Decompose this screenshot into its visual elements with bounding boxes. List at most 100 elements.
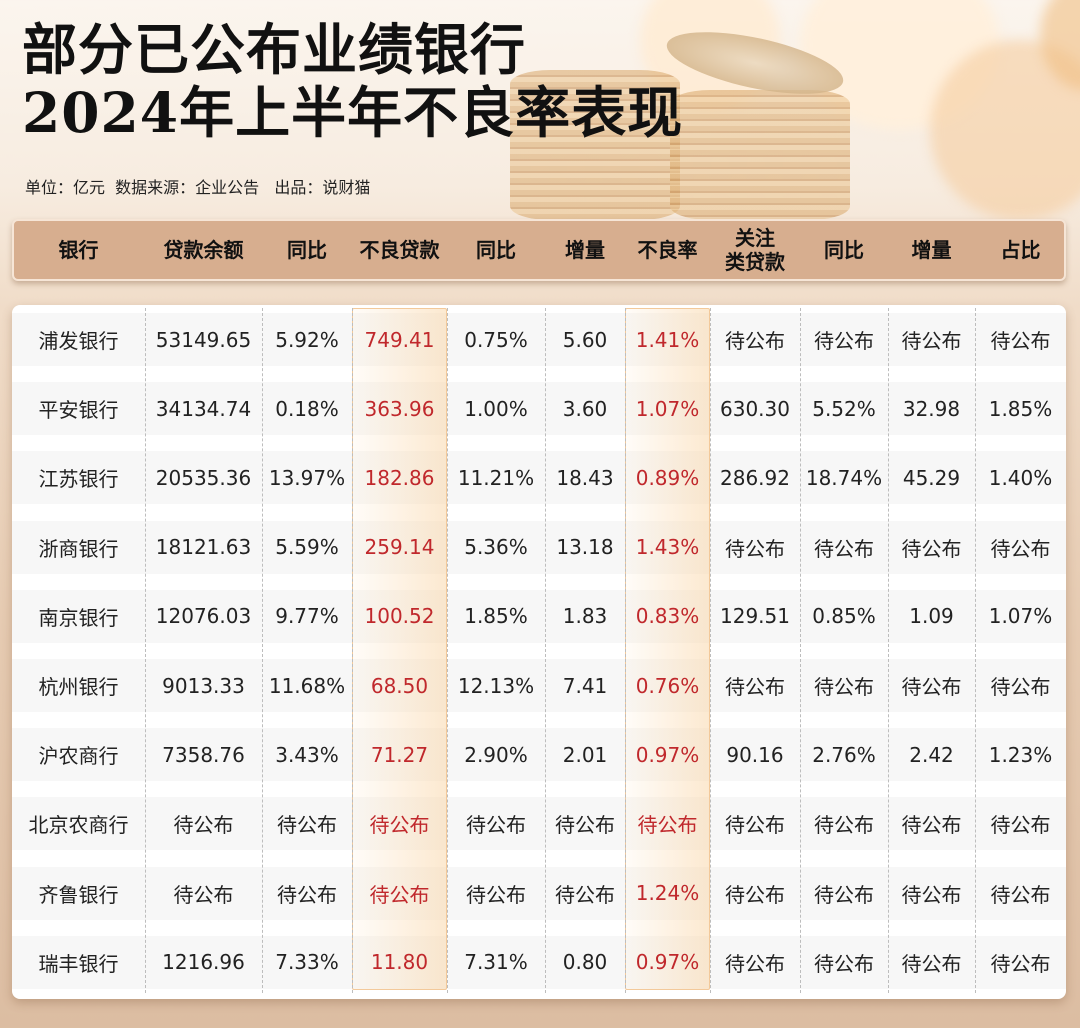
table-cell: 1216.96 <box>162 950 245 975</box>
table-cell: 待公布 <box>901 882 962 907</box>
column-divider <box>145 308 146 993</box>
table-cell: 1.07% <box>635 396 700 421</box>
table-cell: 90.16 <box>726 742 784 767</box>
table-cell: 待公布 <box>725 813 785 838</box>
table-cell: 1.83 <box>562 604 608 629</box>
column-divider <box>625 308 626 993</box>
table-row <box>12 866 1066 920</box>
table-cell: 待公布 <box>173 813 234 838</box>
table-cell: 待公布 <box>990 675 1051 699</box>
table-cell: 11.68% <box>268 673 346 698</box>
table-cell: 待公布 <box>725 951 785 976</box>
table-cell: 45.29 <box>902 465 961 490</box>
bank-name-cell: 南京银行 <box>38 605 119 630</box>
table-cell: 待公布 <box>990 536 1051 561</box>
subtitle-source: 单位：亿元 数据来源：企业公告 出品：说财猫 <box>25 178 371 197</box>
table-cell: 待公布 <box>814 951 874 976</box>
table-row <box>12 797 1066 851</box>
table-cell: 待公布 <box>901 329 962 353</box>
table-cell: 5.60 <box>562 327 608 352</box>
table-cell: 3.43% <box>275 742 339 767</box>
table-cell: 9.77% <box>275 604 339 629</box>
table-cell: 2.01 <box>562 742 608 767</box>
table-cell: 待公布 <box>990 882 1051 907</box>
column-divider <box>888 308 889 993</box>
table-cell: 1.00% <box>464 396 528 421</box>
title-line-1: 部分已公布业绩银行 <box>22 17 527 82</box>
table-cell: 11.80 <box>370 950 429 975</box>
table-cell: 待公布 <box>990 329 1051 353</box>
bank-name-cell: 浙商银行 <box>38 536 119 561</box>
table-cell: 1.09 <box>909 604 954 629</box>
coin-stack-image <box>510 19 910 220</box>
bank-name-cell: 沪农商行 <box>38 744 119 769</box>
table-cell: 待公布 <box>814 329 874 353</box>
header-npl: 不良贷款 <box>359 238 440 262</box>
table-cell: 182.86 <box>364 465 435 490</box>
table-cell: 630.30 <box>720 396 790 421</box>
table-cell: 7.41 <box>562 673 608 698</box>
table-cell: 2.76% <box>812 742 876 767</box>
table-cell: 32.98 <box>902 396 961 421</box>
table-cell: 待公布 <box>277 813 337 838</box>
npl-table: 浦发银行 53149.65 5.92% 749.41 0.75% 5.60 1.41% 待公布… <box>12 305 1066 999</box>
bank-name-cell: 瑞丰银行 <box>38 951 119 976</box>
table-cell: 1.40% <box>988 465 1053 490</box>
table-cell: 5.36% <box>464 535 528 560</box>
column-divider <box>352 308 353 993</box>
header-npl-yoy: 同比 <box>476 238 516 262</box>
table-cell: 20535.36 <box>155 465 252 490</box>
table-cell: 12076.03 <box>155 604 252 629</box>
header-attention-yoy: 同比 <box>824 238 864 262</box>
table-cell: 待公布 <box>369 813 430 838</box>
table-cell: 待公布 <box>466 813 526 838</box>
table-cell: 7.33% <box>275 950 339 975</box>
table-cell: 3.60 <box>562 396 608 421</box>
table-cell: 待公布 <box>901 536 962 561</box>
table-cell: 0.75% <box>464 327 528 352</box>
table-cell: 1.23% <box>988 742 1053 767</box>
table-cell: 5.92% <box>275 327 339 352</box>
column-divider <box>447 308 448 993</box>
table-cell: 71.27 <box>370 742 429 767</box>
header-attention-line2: 类贷款 <box>725 250 785 274</box>
table-cell: 7.31% <box>464 950 528 975</box>
table-cell: 286.92 <box>720 465 790 490</box>
table-header: 银行 贷款余额 同比 不良贷款 同比 增量 不良率 关注 类贷款 同比 增量 占比 <box>12 219 1066 281</box>
table-cell: 待公布 <box>901 951 962 976</box>
header-attention-share: 占比 <box>1000 238 1041 262</box>
table-cell: 18.74% <box>805 465 883 490</box>
table-cell: 0.18% <box>275 396 339 421</box>
table-cell: 2.42 <box>909 742 954 767</box>
bank-name-cell: 齐鲁银行 <box>38 882 119 907</box>
table-cell: 363.96 <box>364 396 435 421</box>
table-cell: 749.41 <box>364 327 435 352</box>
table-cell: 9013.33 <box>162 673 245 698</box>
table-cell: 待公布 <box>725 882 785 907</box>
table-cell: 13.97% <box>268 465 346 490</box>
table-cell: 待公布 <box>814 813 874 838</box>
header-loan-yoy: 同比 <box>287 238 327 262</box>
column-divider <box>800 308 801 993</box>
title-line-2: 2024年上半年不良率表现 <box>22 80 684 145</box>
table-cell: 待公布 <box>277 882 337 907</box>
table-cell: 11.21% <box>457 465 535 490</box>
header-npl-increase: 增量 <box>565 238 605 262</box>
table-cell: 待公布 <box>555 813 615 838</box>
table-cell: 1.85% <box>464 604 528 629</box>
table-cell: 待公布 <box>725 675 785 699</box>
table-cell: 待公布 <box>901 813 962 838</box>
table-cell: 1.85% <box>988 396 1053 421</box>
table-cell: 18121.63 <box>155 535 252 560</box>
table-cell: 129.51 <box>720 604 790 629</box>
table-cell: 待公布 <box>814 536 874 561</box>
table-cell: 68.50 <box>370 673 429 698</box>
table-cell: 1.07% <box>988 604 1053 629</box>
table-cell: 待公布 <box>725 536 785 561</box>
header-attention-loans: 关注 类贷款 <box>710 221 800 279</box>
table-cell: 7358.76 <box>162 742 245 767</box>
table-row <box>12 520 1066 574</box>
bank-name-cell: 北京农商行 <box>28 813 129 838</box>
table-cell: 待公布 <box>555 882 615 907</box>
table-cell: 259.14 <box>364 535 435 560</box>
